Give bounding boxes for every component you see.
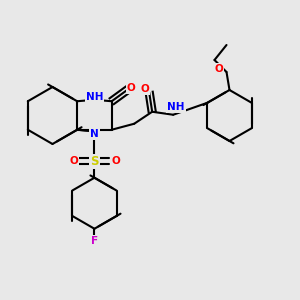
Text: N: N bbox=[90, 129, 99, 139]
Text: NH: NH bbox=[86, 92, 103, 102]
Text: O: O bbox=[214, 64, 224, 74]
Text: NH: NH bbox=[167, 102, 185, 112]
Text: O: O bbox=[111, 156, 120, 166]
Text: O: O bbox=[140, 84, 149, 94]
Text: O: O bbox=[127, 83, 136, 93]
Text: O: O bbox=[69, 156, 78, 166]
Text: S: S bbox=[90, 155, 99, 168]
Text: F: F bbox=[91, 236, 98, 246]
